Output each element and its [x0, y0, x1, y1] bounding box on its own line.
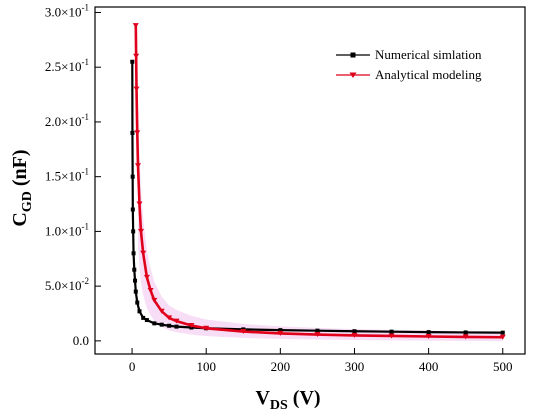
- series-1-point-4: [135, 163, 141, 169]
- legend-marker-numerical: [350, 52, 356, 58]
- series-1-point-8: [143, 274, 150, 280]
- series-1-point-11: [158, 308, 165, 314]
- series-0-point-25: [463, 330, 468, 335]
- series-0-point-11: [141, 315, 146, 320]
- legend-marker-analytical: [349, 72, 357, 78]
- y-tick-label-3: 1.5×10-1: [45, 167, 89, 184]
- y-tick-label-0: 0.0: [73, 333, 89, 348]
- series-0-point-8: [133, 289, 138, 294]
- series-0-point-24: [426, 330, 431, 335]
- x-tick-label-5: 500: [493, 359, 513, 374]
- series-0-point-1: [130, 130, 135, 135]
- series-1-point-19: [351, 332, 358, 338]
- series-1-point-21: [425, 333, 432, 339]
- series-0-point-22: [352, 329, 357, 334]
- uncertainty-bands: [138, 100, 503, 342]
- x-tick-label-3: 300: [345, 359, 365, 374]
- y-axis-label: CGD (nF): [9, 149, 35, 226]
- y-axis-ticks: 0.0 5.0×10-2 1.0×10-1 1.5×10-1 2.0×10-1 2.5×1…: [45, 2, 101, 348]
- y-tick-label-5: 2.5×10-1: [45, 57, 89, 74]
- series-0-point-13: [152, 321, 157, 326]
- series-1-point-20: [388, 333, 395, 339]
- series-1-point-3: [134, 130, 141, 136]
- y-tick-label-4: 2.0×10-1: [45, 112, 89, 129]
- series-1-point-6: [137, 228, 144, 234]
- series-0-point-10: [137, 309, 142, 314]
- legend-item-numerical: Numerical simlation: [336, 47, 482, 62]
- series-0-point-4: [131, 229, 136, 234]
- series-1-point-1: [133, 53, 140, 59]
- series-0-point-5: [131, 251, 136, 256]
- series-0-point-9: [135, 300, 140, 305]
- series-0-point-14: [159, 322, 164, 327]
- x-tick-label-1: 100: [196, 359, 216, 374]
- series-0-point-2: [130, 174, 135, 179]
- series-1-point-23: [499, 334, 506, 340]
- legend: Numerical simlation Analytical modeling: [336, 47, 482, 82]
- legend-label-numerical: Numerical simlation: [375, 47, 482, 62]
- series-0-point-23: [389, 329, 394, 334]
- x-axis-ticks: 0 100 200 300 400 500: [129, 348, 513, 374]
- series-1-point-17: [277, 330, 284, 336]
- x-axis-label: VDS (V): [255, 387, 320, 413]
- series-1-point-16: [240, 329, 247, 335]
- series-0-point-12: [144, 318, 149, 323]
- series-0-point-21: [315, 328, 320, 333]
- series-1-point-2: [133, 86, 140, 92]
- series-layer: [130, 23, 506, 340]
- x-tick-label-0: 0: [129, 359, 136, 374]
- series-1-point-13: [173, 318, 180, 324]
- series-0-point-0: [130, 59, 135, 64]
- y-tick-label-2: 1.0×10-1: [45, 221, 89, 238]
- legend-item-analytical: Analytical modeling: [336, 67, 482, 82]
- series-0-point-6: [132, 267, 137, 272]
- series-1-point-7: [140, 250, 147, 256]
- y-tick-label-1: 5.0×10-2: [45, 276, 89, 293]
- series-1-point-0: [132, 23, 139, 29]
- series-1-point-18: [314, 332, 321, 338]
- series-0-point-16: [174, 324, 179, 329]
- series-1-point-9: [147, 288, 154, 294]
- series-0-point-15: [167, 323, 172, 328]
- series-0-point-26: [500, 330, 505, 335]
- series-line-0: [131, 61, 503, 334]
- series-1-point-5: [136, 201, 143, 207]
- series-0-point-3: [130, 207, 135, 212]
- series-0-point-7: [133, 278, 138, 283]
- series-line-1: [134, 25, 503, 339]
- series-1-point-10: [151, 297, 158, 303]
- plot-frame: [94, 6, 526, 355]
- y-tick-label-6: 3.0×10-1: [45, 2, 89, 19]
- x-tick-label-2: 200: [271, 359, 291, 374]
- series-0-point-20: [278, 328, 283, 333]
- x-tick-label-4: 400: [419, 359, 439, 374]
- legend-label-analytical: Analytical modeling: [375, 67, 482, 82]
- series-1-point-22: [462, 334, 469, 340]
- uncertainty-band: [138, 100, 503, 342]
- series-1-point-14: [188, 323, 195, 329]
- series-1-point-12: [166, 315, 173, 321]
- series-1-point-15: [203, 325, 210, 331]
